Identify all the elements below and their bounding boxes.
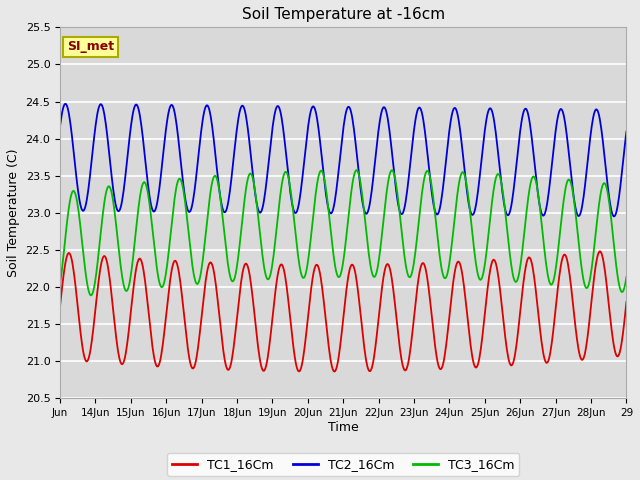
Y-axis label: Soil Temperature (C): Soil Temperature (C) bbox=[7, 149, 20, 277]
Legend: TC1_16Cm, TC2_16Cm, TC3_16Cm: TC1_16Cm, TC2_16Cm, TC3_16Cm bbox=[167, 453, 519, 476]
Text: SI_met: SI_met bbox=[67, 40, 114, 53]
Title: Soil Temperature at -16cm: Soil Temperature at -16cm bbox=[242, 7, 445, 22]
X-axis label: Time: Time bbox=[328, 421, 358, 434]
